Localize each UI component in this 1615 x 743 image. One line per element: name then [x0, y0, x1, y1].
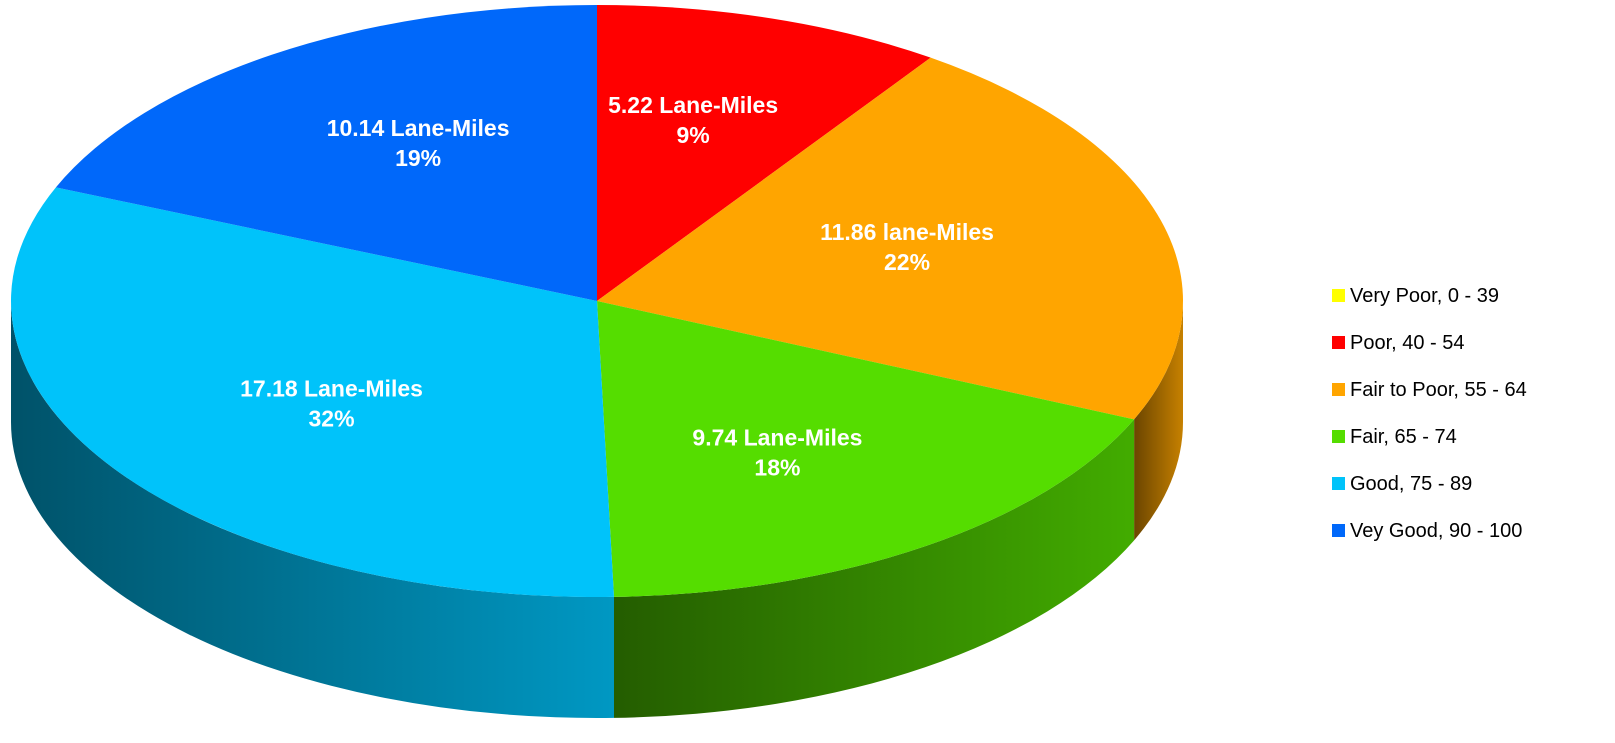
legend-swatch-vey-good-90-100 — [1332, 524, 1345, 537]
legend-label-good-75-89: Good, 75 - 89 — [1350, 473, 1472, 495]
slice-label-percent-good-75-89: 32% — [309, 406, 355, 432]
slice-label-percent-vey-good-90-100: 19% — [395, 145, 441, 171]
slice-label-percent-fair-65-74: 18% — [754, 455, 800, 481]
pie-slice-fair-to-poor-55-64 — [597, 57, 1183, 420]
slice-label-percent-fair-to-poor-55-64: 22% — [884, 249, 930, 275]
slice-label-value-vey-good-90-100: 10.14 Lane-Miles — [327, 115, 510, 141]
pie-sides — [11, 301, 1183, 718]
legend-label-fair-65-74: Fair, 65 - 74 — [1350, 426, 1457, 448]
slice-side-fair-to-poor-55-64 — [1134, 301, 1183, 541]
slice-label-value-poor-40-54: 5.22 Lane-Miles — [608, 92, 778, 118]
legend: Very Poor, 0 - 39 Poor, 40 - 54 Fair to Po… — [1332, 285, 1527, 542]
legend-swatch-very-poor-0-39 — [1332, 289, 1345, 302]
pie-slice-vey-good-90-100 — [55, 5, 597, 301]
slice-label-value-fair-to-poor-55-64: 11.86 lane-Miles — [820, 219, 994, 245]
slice-label-value-fair-65-74: 9.74 Lane-Miles — [692, 425, 862, 451]
legend-swatch-poor-40-54 — [1332, 336, 1345, 349]
pie-top — [10, 5, 1183, 598]
pie-slice-poor-40-54 — [597, 5, 931, 301]
legend-swatch-fair-65-74 — [1332, 430, 1345, 443]
slice-side-fair-65-74 — [613, 419, 1135, 718]
legend-label-fair-to-poor-55-64: Fair to Poor, 55 - 64 — [1350, 379, 1527, 401]
legend-swatch-fair-to-poor-55-64 — [1332, 383, 1345, 396]
pie-slice-good-75-89 — [10, 187, 614, 598]
legend-label-poor-40-54: Poor, 40 - 54 — [1350, 332, 1465, 354]
slice-side-good-75-89 — [11, 301, 614, 718]
pie-slice-fair-65-74 — [597, 301, 1135, 597]
slice-label-value-good-75-89: 17.18 Lane-Miles — [240, 376, 423, 402]
slice-label-percent-poor-40-54: 9% — [677, 122, 710, 148]
legend-label-very-poor-0-39: Very Poor, 0 - 39 — [1350, 285, 1499, 307]
legend-swatch-good-75-89 — [1332, 477, 1345, 490]
legend-label-vey-good-90-100: Vey Good, 90 - 100 — [1350, 520, 1522, 542]
slice-labels: 5.22 Lane-Miles 9% 11.86 lane-Miles 22% 9.74… — [240, 92, 994, 481]
